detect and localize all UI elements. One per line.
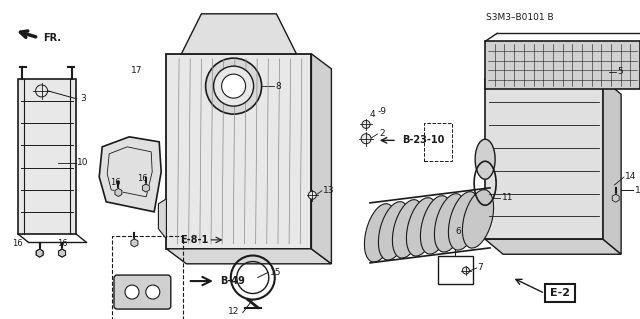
- Polygon shape: [59, 249, 65, 257]
- Text: 4: 4: [370, 110, 376, 119]
- Bar: [112, 236, 183, 319]
- Polygon shape: [36, 249, 43, 257]
- Text: 16: 16: [57, 239, 67, 248]
- Text: 16: 16: [12, 239, 23, 248]
- Bar: [424, 123, 452, 161]
- Bar: [438, 256, 474, 284]
- Polygon shape: [485, 79, 603, 239]
- Ellipse shape: [392, 200, 424, 258]
- Circle shape: [125, 285, 139, 299]
- Text: 5: 5: [617, 67, 623, 76]
- Polygon shape: [131, 239, 138, 247]
- Text: 8: 8: [276, 82, 282, 91]
- Text: 1: 1: [635, 186, 640, 195]
- Text: 16: 16: [110, 178, 120, 187]
- Text: 16: 16: [138, 174, 148, 183]
- Circle shape: [362, 120, 370, 129]
- Circle shape: [146, 285, 160, 299]
- Text: 3: 3: [80, 94, 86, 103]
- Circle shape: [308, 191, 316, 199]
- Circle shape: [205, 58, 262, 114]
- Polygon shape: [99, 137, 161, 212]
- Text: B-23-10: B-23-10: [402, 135, 444, 145]
- FancyBboxPatch shape: [114, 275, 171, 309]
- Polygon shape: [181, 14, 296, 54]
- Polygon shape: [36, 249, 43, 257]
- Text: E-8-1: E-8-1: [180, 235, 209, 245]
- Circle shape: [463, 267, 469, 274]
- Polygon shape: [485, 239, 621, 254]
- Text: 10: 10: [77, 158, 88, 167]
- Ellipse shape: [463, 190, 493, 248]
- Text: FR.: FR.: [44, 33, 61, 43]
- Text: 6: 6: [456, 227, 461, 236]
- Circle shape: [221, 74, 246, 98]
- Polygon shape: [166, 249, 332, 264]
- Polygon shape: [18, 79, 76, 234]
- Text: 11: 11: [502, 193, 513, 202]
- Polygon shape: [166, 54, 312, 249]
- Text: 17: 17: [131, 66, 143, 75]
- Circle shape: [214, 66, 253, 106]
- Polygon shape: [159, 199, 166, 239]
- Ellipse shape: [364, 204, 396, 262]
- Text: -9: -9: [378, 107, 387, 116]
- Circle shape: [361, 134, 371, 144]
- Circle shape: [36, 85, 47, 97]
- Ellipse shape: [378, 202, 410, 260]
- Text: S3M3–B0101 B: S3M3–B0101 B: [486, 13, 554, 22]
- Text: 14: 14: [625, 172, 637, 181]
- Text: 13: 13: [323, 186, 335, 195]
- Polygon shape: [143, 184, 149, 192]
- Text: E-2: E-2: [550, 288, 570, 299]
- Polygon shape: [115, 189, 122, 197]
- Polygon shape: [312, 54, 332, 264]
- Text: 12: 12: [228, 307, 240, 315]
- Text: 7: 7: [477, 263, 483, 272]
- Bar: [485, 41, 640, 89]
- Ellipse shape: [475, 139, 495, 179]
- Text: 2: 2: [379, 129, 385, 138]
- Text: B-49: B-49: [220, 276, 244, 286]
- Ellipse shape: [435, 194, 465, 252]
- Polygon shape: [603, 79, 621, 254]
- Text: 15: 15: [270, 268, 282, 277]
- Ellipse shape: [406, 198, 438, 256]
- Ellipse shape: [449, 192, 479, 250]
- Ellipse shape: [420, 196, 452, 254]
- Polygon shape: [612, 194, 619, 202]
- Polygon shape: [59, 249, 65, 257]
